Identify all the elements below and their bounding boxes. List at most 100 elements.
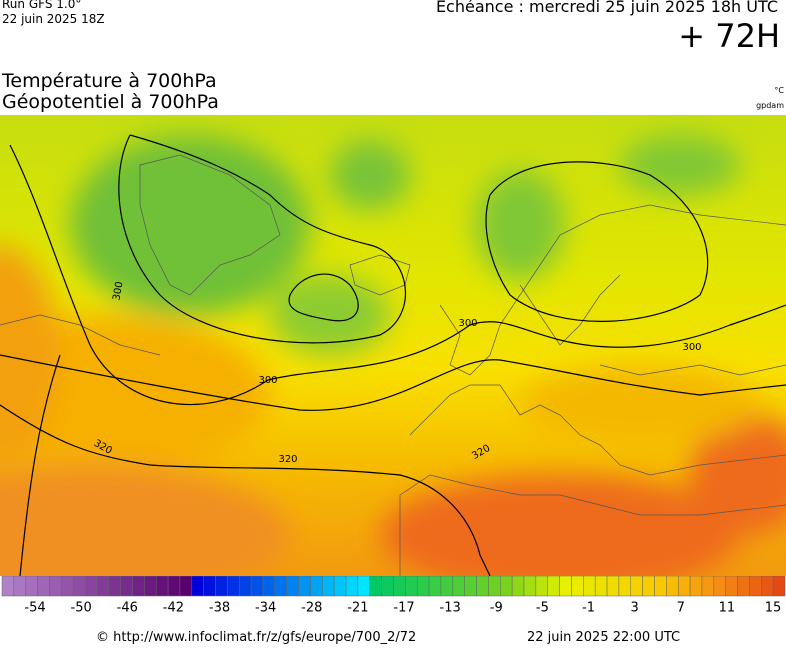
run-date: 22 juin 2025 18Z — [2, 12, 105, 26]
scale-label: -9 — [490, 601, 503, 616]
scale-label: -21 — [347, 601, 368, 616]
scale-cell — [61, 576, 74, 597]
geopotential-unit: gpdam — [756, 101, 784, 110]
contour-label: 300 — [258, 375, 277, 386]
scale-cell — [405, 576, 418, 597]
run-label: Run GFS 1.0° — [2, 0, 82, 11]
scale-cell — [96, 576, 110, 597]
scale-cell — [677, 576, 691, 597]
scale-cell — [464, 576, 477, 597]
scale-cell — [120, 576, 133, 597]
scale-cell — [689, 576, 703, 597]
scale-cell — [630, 576, 643, 597]
scale-cell — [523, 576, 537, 597]
scale-cell — [155, 576, 169, 597]
contour-label: 300 — [111, 281, 125, 302]
scale-cell — [701, 576, 715, 597]
scale-cell — [428, 576, 442, 597]
scale-cell — [547, 576, 560, 597]
scale-label: -5 — [536, 601, 549, 616]
scale-cell — [191, 576, 204, 597]
scale-cell — [416, 576, 430, 597]
scale-cell — [286, 576, 299, 597]
scale-cell — [203, 576, 216, 597]
scale-label: -34 — [255, 601, 276, 616]
scale-label: -50 — [71, 601, 92, 616]
scale-cell — [511, 576, 525, 597]
scale-cell — [322, 576, 335, 597]
scale-label: -13 — [440, 601, 461, 616]
generated-time: 22 juin 2025 22:00 UTC — [527, 630, 681, 645]
scale-cell — [725, 576, 738, 597]
scale-cell — [476, 576, 489, 597]
lead-time: + 72H — [678, 17, 780, 55]
color-scale: -54 -50 -46 -42 -38 -34 -28 -21 -17 -13 -9 -5 -1 3 7 11… — [1, 576, 786, 616]
scale-cell — [749, 576, 762, 597]
scale-cell — [737, 576, 750, 597]
contour-label: 300 — [458, 318, 477, 329]
scale-cell — [108, 576, 121, 597]
scale-label: -54 — [24, 601, 45, 616]
geopotential-title: Géopotentiel à 700hPa — [2, 91, 219, 113]
scale-cell — [369, 576, 382, 597]
scale-label: -17 — [393, 601, 414, 616]
scale-cell — [310, 576, 323, 597]
scale-cell — [761, 576, 774, 597]
scale-cell — [393, 576, 406, 597]
scale-cell — [250, 576, 264, 597]
scale-cell — [25, 576, 38, 597]
scale-cell — [72, 576, 86, 597]
scale-label: -38 — [209, 601, 230, 616]
scale-cell — [144, 576, 157, 597]
scale-label: -1 — [582, 601, 595, 616]
scale-cell — [618, 576, 632, 597]
scale-label: -42 — [163, 601, 184, 616]
scale-cell — [488, 576, 501, 597]
scale-cell — [37, 576, 50, 597]
scale-cell — [179, 576, 193, 597]
scale-label: 15 — [765, 601, 782, 616]
scale-cell — [500, 576, 513, 597]
geopotential-contours — [0, 134, 786, 576]
scale-cell — [357, 576, 371, 597]
scale-label: -28 — [301, 601, 322, 616]
scale-cell — [1, 576, 15, 597]
scale-cell — [13, 576, 26, 597]
scale-cell — [167, 576, 181, 597]
scale-cell — [132, 576, 145, 597]
scale-cell — [713, 576, 726, 597]
scale-cell — [654, 576, 667, 597]
scale-label: 11 — [719, 601, 736, 616]
temperature-unit: °C — [774, 86, 784, 95]
scale-cell — [239, 576, 252, 597]
scale-cell — [49, 576, 62, 597]
scale-cell — [772, 576, 786, 597]
scale-label: 7 — [677, 601, 685, 616]
scale-cell — [559, 576, 572, 597]
source-url: © http://www.infoclimat.fr/z/gfs/europe/… — [96, 630, 417, 645]
scale-cell — [666, 576, 679, 597]
temperature-title: Température à 700hPa — [2, 70, 217, 92]
contour-label: 300 — [682, 342, 701, 353]
scale-cell — [642, 576, 655, 597]
scale-cell — [298, 576, 311, 597]
scale-cell — [333, 576, 347, 597]
scale-label: 3 — [630, 601, 638, 616]
scale-cell — [84, 576, 98, 597]
valid-time: Echéance : mercredi 25 juin 2025 18h UTC — [435, 0, 778, 16]
scale-cell — [215, 576, 228, 597]
scale-label: -46 — [117, 601, 138, 616]
scale-cell — [381, 576, 394, 597]
scale-cell — [594, 576, 608, 597]
scale-cell — [452, 576, 465, 597]
scale-cell — [227, 576, 240, 597]
scale-cell — [274, 576, 287, 597]
scale-cell — [583, 576, 596, 597]
scale-cell — [606, 576, 620, 597]
scale-cell — [345, 576, 359, 597]
contour-label: 320 — [278, 454, 297, 465]
scale-cell — [571, 576, 584, 597]
scale-cell — [440, 576, 454, 597]
scale-cell — [262, 576, 276, 597]
